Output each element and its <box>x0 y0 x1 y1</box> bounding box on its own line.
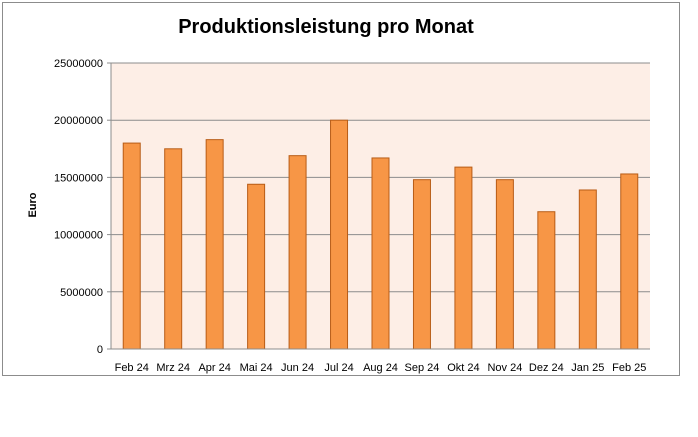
chart-title: Produktionsleistung pro Monat <box>178 16 474 38</box>
y-axis-label: Euro <box>27 192 39 217</box>
x-tick-label: Jun 24 <box>281 362 314 374</box>
y-tick-label: 5000000 <box>60 287 103 299</box>
x-tick-labels: Feb 24 Mrz 24 Apr 24 Mai 24 Jun 24 Jul 24 Aug … <box>115 362 647 374</box>
x-tick-label: Okt 24 <box>447 362 479 374</box>
bar-mrz-24 <box>164 148 183 350</box>
bar-sep-24 <box>412 179 431 350</box>
y-tick-label: 15000000 <box>54 172 103 184</box>
bar-feb-25 <box>620 173 639 350</box>
bar-feb-24 <box>122 142 141 350</box>
x-tick-label: Sep 24 <box>405 362 440 374</box>
y-tick-labels: 0 5000000 10000000 15000000 20000000 25000000 <box>54 58 103 356</box>
bar-apr-24 <box>205 139 224 350</box>
y-tick-label: 25000000 <box>54 58 103 70</box>
bar-okt-24 <box>454 166 473 350</box>
x-tick-label: Feb 24 <box>115 362 149 374</box>
axes <box>110 63 650 350</box>
bar-aug-24 <box>371 157 390 350</box>
bar-jul-24 <box>330 119 349 350</box>
x-tick-label: Feb 25 <box>612 362 646 374</box>
x-tick-label: Nov 24 <box>487 362 522 374</box>
x-tick-label: Mai 24 <box>240 362 273 374</box>
x-tick-label: Mrz 24 <box>156 362 190 374</box>
y-tick-label: 20000000 <box>54 115 103 127</box>
x-tick-label: Jan 25 <box>571 362 604 374</box>
bar-jun-24 <box>288 155 307 350</box>
x-tick-label: Dez 24 <box>529 362 564 374</box>
bars <box>122 119 639 350</box>
x-tick-label: Aug 24 <box>363 362 398 374</box>
bar-jan-25 <box>578 189 597 350</box>
y-tick-label: 0 <box>97 344 103 356</box>
bar-dez-24 <box>537 211 556 350</box>
x-tick-label: Jul 24 <box>324 362 353 374</box>
bar-mai-24 <box>247 183 266 350</box>
x-tick-label: Apr 24 <box>198 362 230 374</box>
bar-nov-24 <box>495 179 514 350</box>
y-tick-label: 10000000 <box>54 230 103 242</box>
